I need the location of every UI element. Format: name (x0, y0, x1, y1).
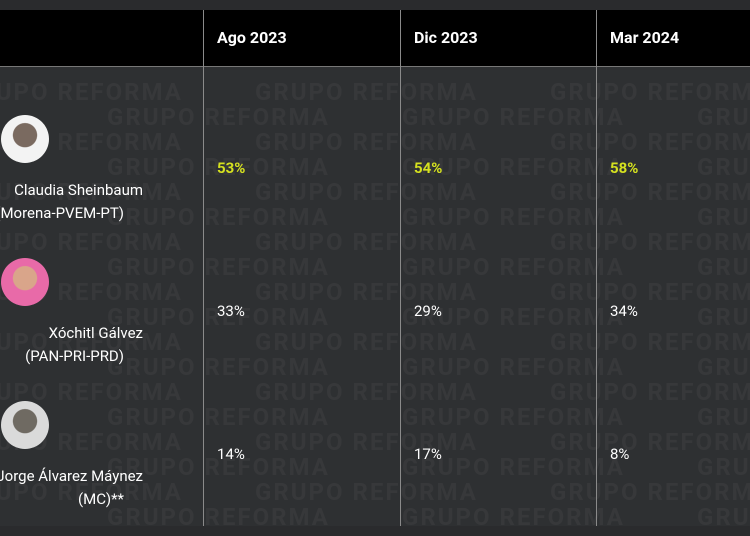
watermark: GRUPO REFORMA (107, 303, 330, 331)
watermark: GRUPO REFORMA (0, 478, 183, 506)
candidate-name: Claudia Sheinbaum (14, 181, 143, 199)
watermark: GRUPO REFORMA (107, 103, 330, 131)
watermark: GRUPO REFORMA (402, 353, 625, 381)
watermark: GRUPO REFORMA (697, 253, 750, 281)
watermark: GRUPO REFORMA (550, 78, 750, 106)
watermark: GRUPO REFORMA (0, 328, 183, 356)
bottom-bar (0, 526, 750, 536)
watermark: GRUPO REFORMA (255, 478, 478, 506)
watermark: GRUPO REFORMA (255, 328, 478, 356)
watermark: GRUPO REFORMA (550, 278, 750, 306)
poll-value: 8% (610, 445, 630, 463)
candidate-photo (1, 115, 49, 163)
watermark: GRUPO REFORMA (402, 253, 625, 281)
watermark: GRUPO REFORMA (255, 428, 478, 456)
watermark: GRUPO REFORMA (697, 203, 750, 231)
candidate-photo (1, 258, 49, 306)
watermark: GRUPO REFORMA (0, 78, 183, 106)
watermark: GRUPO REFORMA (255, 78, 478, 106)
column-divider (203, 10, 204, 526)
header-row (0, 10, 750, 66)
column-header: Ago 2023 (217, 28, 287, 47)
candidate-party: (MC)** (78, 490, 124, 508)
candidate-photo (1, 401, 49, 449)
watermark: GRUPO REFORMA (550, 128, 750, 156)
watermark: GRUPO REFORMA (107, 153, 330, 181)
poll-value: 14% (217, 445, 245, 463)
poll-value: 53% (217, 159, 246, 177)
watermark: GRUPO REFORMA (550, 178, 750, 206)
watermark: GRUPO REFORMA (107, 353, 330, 381)
watermark: GRUPO REFORMA (697, 153, 750, 181)
watermark: GRUPO REFORMA (550, 328, 750, 356)
watermark: GRUPO REFORMA (107, 453, 330, 481)
candidate-party: (PAN-PRI-PRD) (25, 347, 124, 365)
poll-value: 17% (414, 445, 442, 463)
watermark: GRUPO REFORMA (255, 278, 478, 306)
watermark: GRUPO REFORMA (107, 253, 330, 281)
watermark: GRUPO REFORMA (255, 378, 478, 406)
watermark: GRUPO REFORMA (402, 303, 625, 331)
top-bar (0, 0, 750, 10)
poll-value: 34% (610, 302, 638, 320)
candidate-party: (Morena-PVEM-PT) (0, 204, 124, 222)
poll-value: 54% (414, 159, 443, 177)
watermark: GRUPO REFORMA (550, 378, 750, 406)
watermark: GRUPO REFORMA (402, 103, 625, 131)
column-divider (596, 10, 597, 526)
column-divider (400, 10, 401, 526)
watermark: GRUPO REFORMA (697, 303, 750, 331)
poll-value: 29% (414, 302, 442, 320)
watermark: GRUPO REFORMA (550, 428, 750, 456)
watermark: GRUPO REFORMA (697, 103, 750, 131)
poll-value: 33% (217, 302, 245, 320)
poll-value: 58% (610, 159, 639, 177)
candidate-name: Xóchitl Gálvez (48, 324, 143, 342)
watermark: GRUPO REFORMA (697, 453, 750, 481)
watermark: GRUPO REFORMA (697, 353, 750, 381)
watermark: GRUPO REFORMA (255, 178, 478, 206)
watermark: GRUPO REFORMA (0, 178, 183, 206)
watermark: GRUPO REFORMA (402, 453, 625, 481)
watermark: GRUPO REFORMA (697, 403, 750, 431)
watermark: GRUPO REFORMA (255, 128, 478, 156)
watermark: GRUPO REFORMA (255, 228, 478, 256)
watermark: GRUPO REFORMA (402, 203, 625, 231)
watermark: GRUPO REFORMA (402, 403, 625, 431)
watermark: GRUPO REFORMA (550, 228, 750, 256)
watermark: GRUPO REFORMA (107, 403, 330, 431)
header-divider (0, 66, 750, 67)
watermark: GRUPO REFORMA (0, 228, 183, 256)
column-header: Mar 2024 (610, 28, 680, 47)
watermark: GRUPO REFORMA (107, 203, 330, 231)
watermark: GRUPO REFORMA (402, 153, 625, 181)
watermark: GRUPO REFORMA (550, 478, 750, 506)
candidate-name: Jorge Álvarez Máynez (0, 467, 143, 485)
column-header: Dic 2023 (414, 28, 478, 47)
